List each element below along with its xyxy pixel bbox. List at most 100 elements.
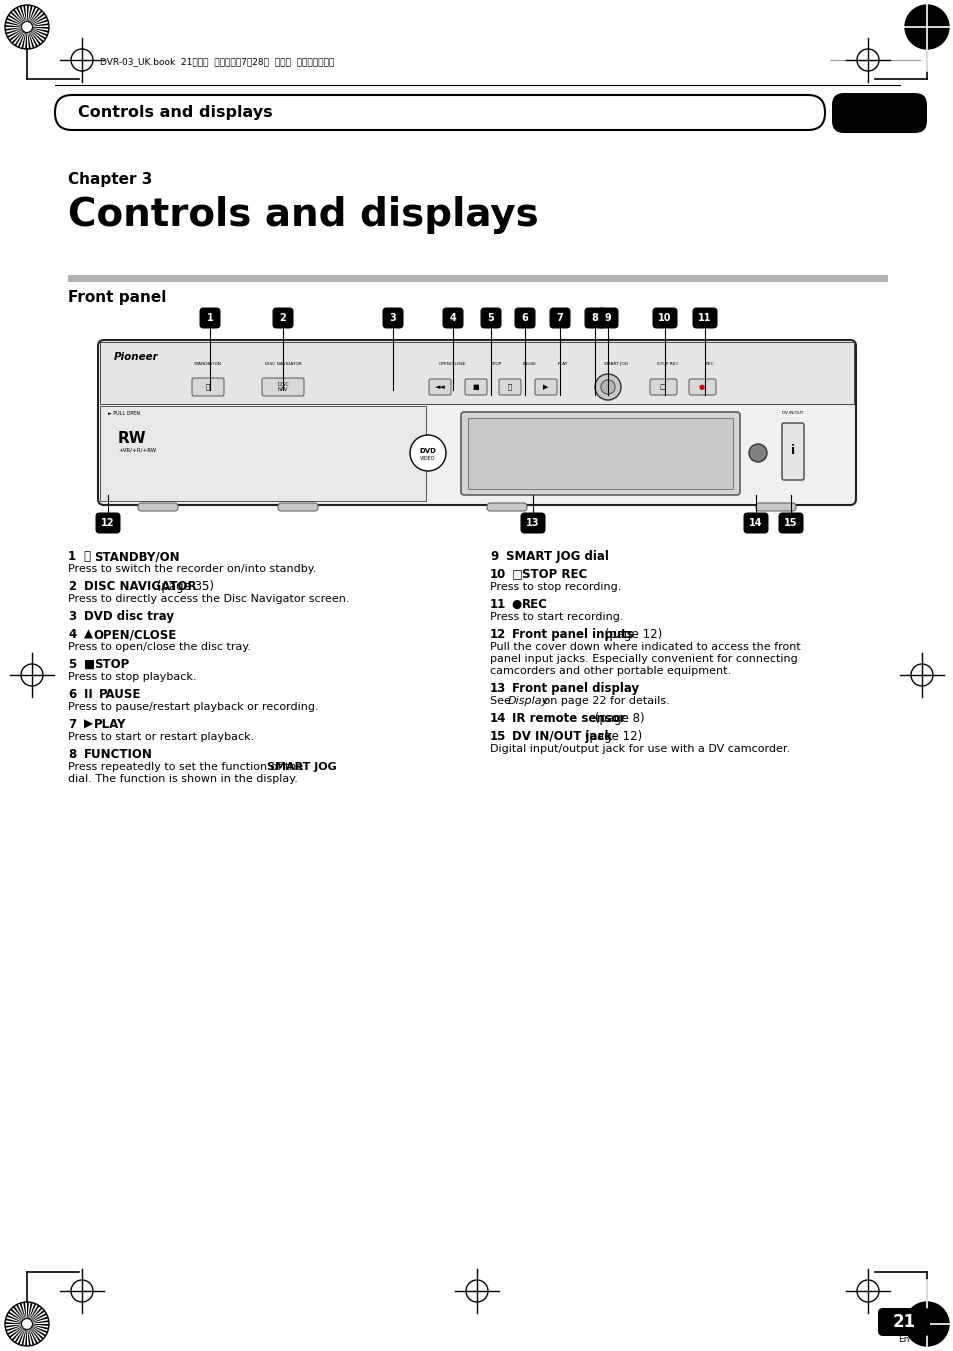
FancyBboxPatch shape bbox=[498, 380, 520, 394]
FancyBboxPatch shape bbox=[514, 308, 535, 328]
Wedge shape bbox=[27, 27, 49, 28]
Text: SMART JOG dial: SMART JOG dial bbox=[505, 550, 608, 563]
FancyBboxPatch shape bbox=[520, 512, 545, 534]
FancyBboxPatch shape bbox=[831, 93, 926, 132]
Wedge shape bbox=[14, 1324, 27, 1343]
Text: □: □ bbox=[659, 384, 665, 390]
Wedge shape bbox=[27, 27, 34, 49]
Wedge shape bbox=[12, 1306, 27, 1324]
Text: ► PULL OPEN: ► PULL OPEN bbox=[108, 411, 140, 416]
Wedge shape bbox=[5, 26, 27, 27]
Wedge shape bbox=[16, 7, 27, 27]
Text: STANDBY/ON: STANDBY/ON bbox=[93, 550, 179, 563]
Wedge shape bbox=[11, 27, 27, 43]
Text: dial. The function is shown in the display.: dial. The function is shown in the displ… bbox=[68, 774, 297, 784]
Text: Front panel display: Front panel display bbox=[512, 682, 639, 694]
Text: 8: 8 bbox=[68, 748, 76, 761]
FancyBboxPatch shape bbox=[138, 503, 178, 511]
Wedge shape bbox=[27, 23, 49, 27]
Text: Press to start recording.: Press to start recording. bbox=[490, 612, 623, 621]
Text: 8: 8 bbox=[591, 313, 598, 323]
Wedge shape bbox=[9, 1324, 27, 1337]
Text: Chapter 3: Chapter 3 bbox=[68, 172, 152, 186]
Text: See: See bbox=[490, 696, 514, 707]
FancyBboxPatch shape bbox=[480, 308, 501, 328]
Text: DVR-03_UK.book  21ページ  ２００３年7月28日  月曜日  午後６時３０分: DVR-03_UK.book 21ページ ２００３年7月28日 月曜日 午後６時… bbox=[100, 58, 334, 66]
Wedge shape bbox=[27, 1320, 49, 1324]
Wedge shape bbox=[10, 1309, 27, 1324]
Wedge shape bbox=[10, 11, 27, 27]
FancyBboxPatch shape bbox=[692, 308, 717, 328]
Wedge shape bbox=[27, 1324, 44, 1340]
Text: SMART JOG: SMART JOG bbox=[267, 762, 336, 771]
Wedge shape bbox=[5, 27, 27, 31]
Text: 3: 3 bbox=[389, 313, 395, 323]
Wedge shape bbox=[27, 27, 46, 39]
Text: ■: ■ bbox=[472, 384, 478, 390]
Text: OPEN/CLOSE: OPEN/CLOSE bbox=[438, 362, 466, 366]
FancyBboxPatch shape bbox=[192, 378, 224, 396]
Wedge shape bbox=[19, 5, 27, 27]
Wedge shape bbox=[25, 27, 27, 49]
Wedge shape bbox=[8, 1312, 27, 1324]
Text: En: En bbox=[898, 1336, 909, 1344]
Text: DV IN/OUT: DV IN/OUT bbox=[781, 411, 802, 415]
Text: ●: ● bbox=[699, 384, 704, 390]
FancyBboxPatch shape bbox=[778, 512, 802, 534]
Wedge shape bbox=[27, 1302, 29, 1324]
Wedge shape bbox=[27, 27, 30, 49]
Text: ⏸: ⏸ bbox=[507, 384, 512, 390]
Text: 9: 9 bbox=[604, 313, 611, 323]
Circle shape bbox=[410, 435, 446, 471]
Text: STOP REC: STOP REC bbox=[657, 362, 678, 366]
Text: DVD disc tray: DVD disc tray bbox=[84, 611, 173, 623]
Wedge shape bbox=[7, 18, 27, 27]
Wedge shape bbox=[6, 27, 27, 35]
Wedge shape bbox=[27, 27, 44, 42]
FancyBboxPatch shape bbox=[460, 412, 740, 494]
Text: REC: REC bbox=[521, 598, 547, 611]
Wedge shape bbox=[7, 1324, 27, 1335]
Text: 7: 7 bbox=[68, 717, 76, 731]
Text: 6: 6 bbox=[521, 313, 528, 323]
FancyBboxPatch shape bbox=[742, 512, 768, 534]
Text: 21: 21 bbox=[891, 1313, 915, 1331]
Text: □: □ bbox=[512, 567, 527, 581]
Text: 14: 14 bbox=[490, 712, 506, 725]
Text: (page 12): (page 12) bbox=[600, 628, 661, 640]
Text: STOP: STOP bbox=[93, 658, 129, 671]
FancyBboxPatch shape bbox=[652, 308, 677, 328]
FancyBboxPatch shape bbox=[277, 503, 317, 511]
Wedge shape bbox=[27, 1302, 32, 1324]
Text: IR remote sensor: IR remote sensor bbox=[512, 712, 625, 725]
Wedge shape bbox=[6, 1319, 27, 1324]
Text: 6: 6 bbox=[68, 688, 76, 701]
Text: camcorders and other portable equipment.: camcorders and other portable equipment. bbox=[490, 666, 730, 676]
Wedge shape bbox=[21, 1324, 27, 1346]
Text: 03: 03 bbox=[862, 101, 895, 126]
Wedge shape bbox=[14, 27, 27, 46]
Text: 5: 5 bbox=[68, 658, 76, 671]
Text: on page 22 for details.: on page 22 for details. bbox=[539, 696, 669, 707]
Circle shape bbox=[904, 5, 948, 49]
Bar bbox=[100, 407, 425, 501]
Wedge shape bbox=[27, 27, 49, 32]
Wedge shape bbox=[27, 5, 29, 27]
Wedge shape bbox=[8, 15, 27, 27]
Text: STOP REC: STOP REC bbox=[521, 567, 586, 581]
Bar bbox=[68, 276, 887, 282]
Text: 2: 2 bbox=[279, 313, 286, 323]
Text: ▶: ▶ bbox=[543, 384, 548, 390]
Wedge shape bbox=[16, 1304, 27, 1324]
Text: STANDBY/ON: STANDBY/ON bbox=[193, 362, 222, 366]
Text: 14: 14 bbox=[748, 517, 762, 528]
Wedge shape bbox=[6, 1324, 27, 1332]
Text: Display: Display bbox=[508, 696, 549, 707]
Wedge shape bbox=[27, 1324, 46, 1336]
Text: OPEN/CLOSE: OPEN/CLOSE bbox=[93, 628, 177, 640]
Text: 15: 15 bbox=[783, 517, 797, 528]
Text: 3: 3 bbox=[68, 611, 76, 623]
Text: REC: REC bbox=[705, 362, 714, 366]
Wedge shape bbox=[27, 16, 47, 27]
Wedge shape bbox=[5, 1323, 27, 1324]
